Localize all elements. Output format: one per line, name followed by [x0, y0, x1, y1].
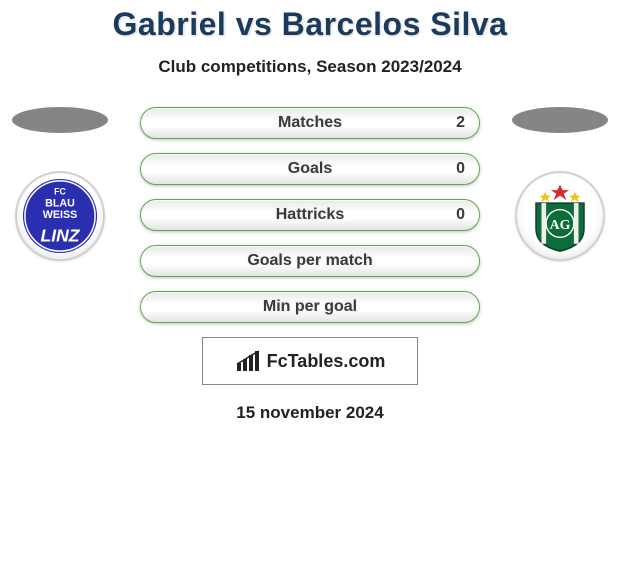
brand-attribution: FcTables.com: [202, 337, 418, 385]
player-right-column: AG: [510, 107, 610, 261]
stat-label: Matches: [278, 114, 342, 132]
stat-label: Hattricks: [276, 206, 344, 224]
stat-row-goals: Goals 0: [140, 153, 480, 185]
club-badge-right: AG: [515, 171, 605, 261]
stat-label: Goals per match: [247, 252, 372, 270]
svg-text:AG: AG: [550, 218, 571, 233]
bars-icon: [235, 349, 263, 373]
subtitle: Club competitions, Season 2023/2024: [0, 57, 620, 77]
svg-text:BLAU: BLAU: [45, 197, 75, 209]
header: Gabriel vs Barcelos Silva Club competiti…: [0, 0, 620, 77]
stat-right-value: 0: [456, 160, 465, 178]
comparison-area: FC BLAU WEISS LINZ AG Matches: [0, 107, 620, 423]
page-title: Gabriel vs Barcelos Silva: [0, 6, 620, 43]
stat-row-hattricks: Hattricks 0: [140, 199, 480, 231]
club-badge-left: FC BLAU WEISS LINZ: [15, 171, 105, 261]
stat-row-matches: Matches 2: [140, 107, 480, 139]
stat-label: Goals: [288, 160, 332, 178]
player-left-placeholder: [12, 107, 108, 133]
stat-label: Min per goal: [263, 298, 357, 316]
stat-right-value: 2: [456, 114, 465, 132]
player-right-placeholder: [512, 107, 608, 133]
brand-text: FcTables.com: [267, 351, 386, 372]
stat-row-min-per-goal: Min per goal: [140, 291, 480, 323]
svg-text:WEISS: WEISS: [43, 209, 78, 221]
stats-list: Matches 2 Goals 0 Hattricks 0 Goals per …: [140, 107, 480, 323]
svg-text:LINZ: LINZ: [41, 225, 81, 245]
svg-text:FC: FC: [54, 187, 66, 197]
america-mineiro-logo-icon: AG: [523, 179, 597, 253]
stat-right-value: 0: [456, 206, 465, 224]
player-left-column: FC BLAU WEISS LINZ: [10, 107, 110, 261]
stat-row-goals-per-match: Goals per match: [140, 245, 480, 277]
blau-weiss-linz-logo-icon: FC BLAU WEISS LINZ: [21, 177, 99, 255]
date-line: 15 november 2024: [0, 403, 620, 423]
